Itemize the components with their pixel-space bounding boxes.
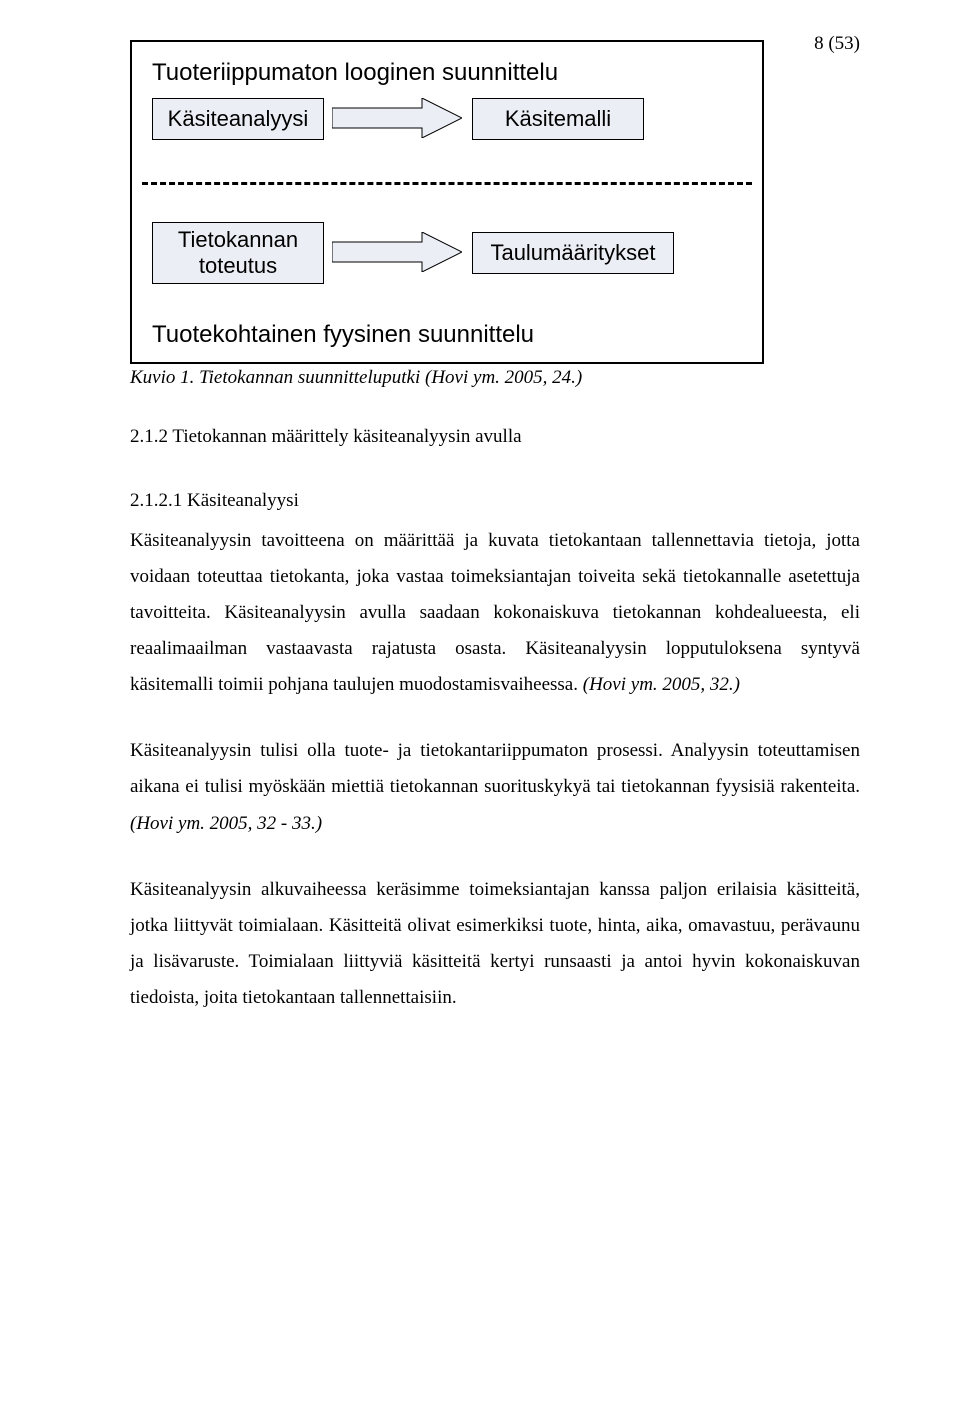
arrow-right-icon <box>332 232 462 272</box>
section-heading: 2.1.2 Tietokannan määrittely käsiteanaly… <box>130 419 860 455</box>
box-tt-line2: toteutus <box>199 253 277 279</box>
paragraph-1: Käsiteanalyysin tavoitteena on määrittää… <box>130 523 860 703</box>
paragraph-1-citation: (Hovi ym. 2005, 32.) <box>583 674 740 695</box>
page-number: 8 (53) <box>814 26 860 62</box>
arrow-right-icon <box>332 98 462 138</box>
box-tietokannan-toteutus: Tietokannan toteutus <box>152 222 324 284</box>
diagram-title-logical: Tuoteriippumaton looginen suunnittelu <box>152 50 558 96</box>
paragraph-2-citation: (Hovi ym. 2005, 32 - 33.) <box>130 813 322 834</box>
box-kasitemalli: Käsitemalli <box>472 98 644 140</box>
box-taulumaaritykset: Taulumääritykset <box>472 232 674 274</box>
diagram-separator <box>142 182 752 185</box>
paragraph-2: Käsiteanalyysin tulisi olla tuote- ja ti… <box>130 733 860 841</box>
design-pipeline-diagram: Tuoteriippumaton looginen suunnittelu Kä… <box>130 40 764 364</box>
box-tt-line1: Tietokannan <box>178 227 298 253</box>
paragraph-1-text: Käsiteanalyysin tavoitteena on määrittää… <box>130 530 860 695</box>
subsection-heading: 2.1.2.1 Käsiteanalyysi <box>130 483 860 519</box>
figure-caption: Kuvio 1. Tietokannan suunnitteluputki (H… <box>130 366 860 391</box>
diagram-title-physical: Tuotekohtainen fyysinen suunnittelu <box>152 312 534 358</box>
paragraph-3: Käsiteanalyysin alkuvaiheessa keräsimme … <box>130 872 860 1016</box>
box-kasiteanalyysi: Käsiteanalyysi <box>152 98 324 140</box>
paragraph-2-text: Käsiteanalyysin tulisi olla tuote- ja ti… <box>130 740 860 797</box>
